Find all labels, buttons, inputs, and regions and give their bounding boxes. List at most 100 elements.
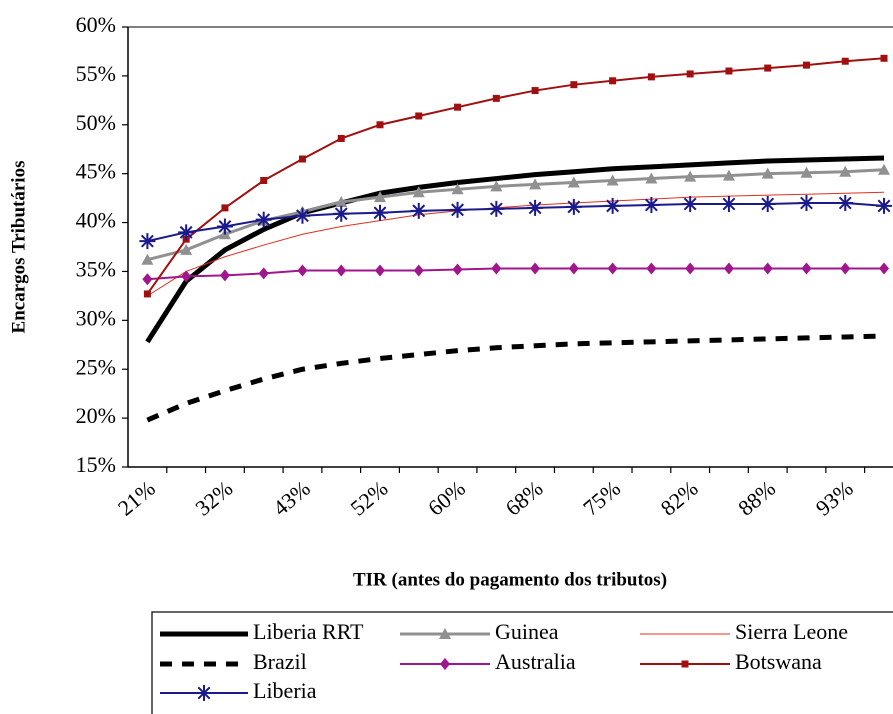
x-tick-label: 88% xyxy=(733,476,780,521)
data-point xyxy=(646,262,657,275)
x-tick-label: 82% xyxy=(656,476,703,521)
data-point xyxy=(837,195,854,211)
data-point xyxy=(645,172,658,184)
data-point xyxy=(643,196,660,213)
data-point xyxy=(454,103,462,111)
y-tick-label: 35% xyxy=(76,256,116,281)
data-point xyxy=(375,264,386,277)
legend-marker xyxy=(681,660,689,668)
x-tick-label: 75% xyxy=(578,476,625,521)
data-point xyxy=(255,211,272,228)
data-point xyxy=(219,269,230,282)
data-point xyxy=(141,253,154,265)
series-line xyxy=(146,333,885,423)
data-point xyxy=(606,174,619,186)
data-point xyxy=(878,163,891,175)
data-point xyxy=(764,64,772,72)
legend-label: Australia xyxy=(495,649,576,674)
y-axis-label: Encargos Tributários xyxy=(8,161,29,334)
data-point xyxy=(335,196,348,208)
data-point xyxy=(607,262,618,275)
data-point xyxy=(374,191,387,203)
data-point xyxy=(725,67,733,75)
data-point xyxy=(839,165,852,177)
data-point xyxy=(412,186,425,198)
legend-label: Guinea xyxy=(495,619,559,644)
data-point xyxy=(258,267,269,280)
y-tick-label: 15% xyxy=(76,452,116,477)
data-point xyxy=(567,176,580,188)
data-point xyxy=(570,81,578,89)
data-point xyxy=(490,180,503,192)
data-point xyxy=(762,262,773,275)
data-point xyxy=(722,169,735,181)
data-point xyxy=(181,270,192,283)
data-point xyxy=(216,218,233,235)
y-tick-label: 40% xyxy=(76,208,116,233)
data-point xyxy=(298,155,306,163)
data-point xyxy=(682,195,699,212)
series-line xyxy=(147,267,885,281)
y-tick-label: 20% xyxy=(76,403,116,428)
data-point xyxy=(529,178,542,190)
x-tick-label: 32% xyxy=(190,476,237,521)
data-point xyxy=(880,54,888,62)
data-point xyxy=(527,199,544,216)
legend-label: Brazil xyxy=(253,649,307,674)
data-point xyxy=(565,198,582,215)
data-point xyxy=(801,262,812,275)
y-tick-label: 55% xyxy=(76,61,116,86)
data-point xyxy=(372,204,389,221)
y-tick-label: 50% xyxy=(76,110,116,135)
y-tick-label: 60% xyxy=(76,12,116,37)
data-point xyxy=(720,195,737,212)
data-point xyxy=(333,205,350,222)
data-point xyxy=(604,197,621,214)
data-point xyxy=(143,290,151,298)
data-point xyxy=(684,170,697,182)
data-point xyxy=(415,112,423,120)
legend-label: Sierra Leone xyxy=(735,619,848,644)
data-point xyxy=(609,77,617,85)
data-point xyxy=(530,262,541,275)
x-tick-label: 43% xyxy=(268,476,315,521)
data-point xyxy=(178,224,195,241)
data-point xyxy=(488,200,505,217)
data-point xyxy=(413,264,424,277)
legend-label: Liberia xyxy=(253,678,317,703)
x-tick-label: 68% xyxy=(501,476,548,521)
data-point xyxy=(452,263,463,276)
x-tick-label: 52% xyxy=(346,476,393,521)
data-point xyxy=(841,57,849,65)
data-point xyxy=(876,197,893,214)
data-point xyxy=(491,262,502,275)
legend-marker xyxy=(440,658,450,670)
data-point xyxy=(297,264,308,277)
x-axis-label: TIR (antes do pagamento dos tributos) xyxy=(353,569,667,590)
data-point xyxy=(800,166,813,178)
data-point xyxy=(294,207,311,224)
data-point xyxy=(221,204,229,212)
data-point xyxy=(685,262,696,275)
legend-label: Botswana xyxy=(735,649,822,674)
data-point xyxy=(686,70,694,78)
series-line xyxy=(147,191,885,297)
data-point xyxy=(759,195,776,212)
data-point xyxy=(798,195,815,211)
series-line xyxy=(146,57,885,295)
data-point xyxy=(879,262,890,275)
legend-marker xyxy=(439,628,451,639)
data-point xyxy=(647,73,655,81)
data-point xyxy=(410,202,427,219)
legend-label: Liberia RRT xyxy=(253,619,364,644)
legend-box xyxy=(151,611,893,714)
data-point xyxy=(142,273,153,286)
y-tick-label: 30% xyxy=(76,305,116,330)
data-point xyxy=(723,262,734,275)
series-line xyxy=(145,155,885,344)
data-point xyxy=(802,61,810,69)
data-point xyxy=(840,262,851,275)
data-point xyxy=(376,121,384,129)
